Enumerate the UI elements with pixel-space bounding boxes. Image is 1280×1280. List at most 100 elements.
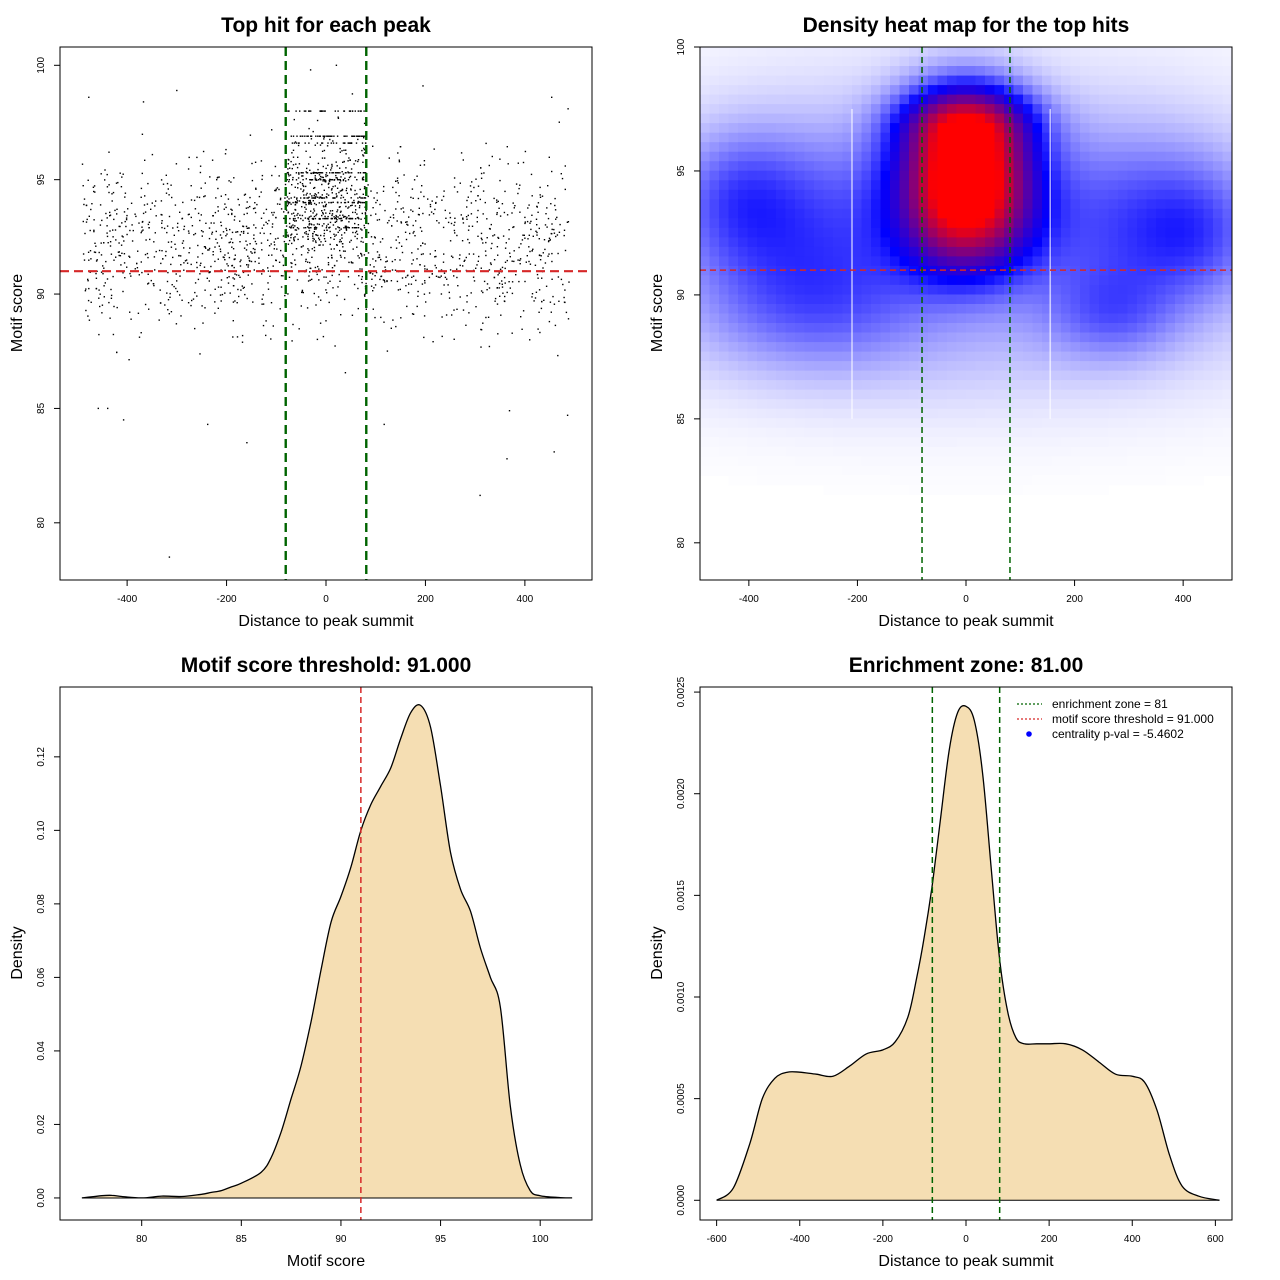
scatter-point <box>479 198 481 201</box>
scatter-point <box>351 201 354 204</box>
heatmap-cell <box>956 437 967 448</box>
heatmap-cell <box>1051 437 1062 448</box>
heatmap-cell <box>1108 370 1119 381</box>
heatmap-cell <box>975 332 986 343</box>
scatter-point <box>287 173 290 175</box>
heatmap-cell <box>1061 456 1072 467</box>
heatmap-cell <box>1203 237 1214 248</box>
scatter-point <box>328 301 330 304</box>
heatmap-cell <box>1080 265 1091 276</box>
heatmap-cell <box>776 465 787 476</box>
scatter-point <box>398 161 401 163</box>
heatmap-cell <box>1203 246 1214 257</box>
scatter-point <box>88 96 90 98</box>
heatmap-cell <box>766 361 777 372</box>
scatter-point <box>322 213 324 215</box>
scatter-point <box>293 196 296 198</box>
heatmap-cell <box>909 399 920 410</box>
scatter-point <box>420 245 422 247</box>
scatter-point <box>338 191 340 194</box>
heatmap-cell <box>804 389 815 400</box>
heatmap-cell <box>776 361 787 372</box>
heatmap-cell <box>795 361 806 372</box>
heatmap-cell <box>1146 189 1157 200</box>
scatter-point <box>94 242 96 244</box>
heatmap-cell <box>956 227 967 238</box>
scatter-point <box>172 227 174 229</box>
heatmap-cell <box>956 370 967 381</box>
heatmap-cell <box>1061 399 1072 410</box>
heatmap-cell <box>1080 56 1091 67</box>
heatmap-cell <box>890 132 901 143</box>
scatter-point <box>292 224 294 226</box>
scatter-point <box>310 110 312 112</box>
heatmap-cell <box>785 370 796 381</box>
heatmap-cell <box>928 313 939 324</box>
scatter-point <box>480 267 482 269</box>
heatmap-cell <box>1137 113 1148 124</box>
scatter-point <box>466 218 468 220</box>
heatmap-cell <box>842 351 853 362</box>
scatter-point <box>497 200 499 203</box>
heatmap-cell <box>861 275 872 286</box>
heatmap-cell <box>1004 94 1015 105</box>
scatter-point <box>329 135 332 137</box>
scatter-point <box>90 301 92 303</box>
heatmap-cell <box>833 437 844 448</box>
heatmap-cell <box>728 208 739 219</box>
heatmap-cell <box>719 284 730 295</box>
heatmap-cell <box>1127 113 1138 124</box>
scatter-marks <box>60 47 592 580</box>
scatter-point <box>113 305 115 308</box>
scatter-point <box>330 248 332 250</box>
scatter-point <box>151 202 153 204</box>
heatmap-cell <box>757 284 768 295</box>
scatter-point <box>342 173 345 175</box>
scatter-point <box>419 164 422 166</box>
heatmap-cell <box>1203 104 1214 115</box>
heatmap-cell <box>738 456 749 467</box>
heatmap-cell <box>890 465 901 476</box>
scatter-point <box>442 261 445 263</box>
scatter-point <box>337 286 339 288</box>
heatmap-cell <box>1175 465 1186 476</box>
scatter-point <box>343 142 346 144</box>
scatter-point <box>564 188 566 191</box>
heatmap-cell <box>947 399 958 410</box>
heatmap-cell <box>719 361 730 372</box>
scatter-point <box>204 289 206 291</box>
heatmap-cell <box>852 446 863 457</box>
scatter-point <box>563 296 565 299</box>
heatmap-cell <box>1051 56 1062 67</box>
heatmap-cell <box>1118 246 1129 257</box>
scatter-point <box>116 213 118 215</box>
scatter-point <box>329 230 331 233</box>
heatmap-cell <box>766 151 777 162</box>
heatmap-cell <box>966 361 977 372</box>
heatmap-cell <box>1089 275 1100 286</box>
heatmap-cell <box>757 151 768 162</box>
heatmap-cell <box>1032 246 1043 257</box>
heatmap-cell <box>966 208 977 219</box>
scatter-y-tick-label: 95 <box>36 174 47 186</box>
heatmap-cell <box>766 113 777 124</box>
heatmap-cell <box>1194 408 1205 419</box>
scatter-point <box>345 205 347 208</box>
heatmap-cell <box>823 113 834 124</box>
heatmap-cell <box>757 446 768 457</box>
heatmap-cell <box>1184 170 1195 181</box>
heatmap-cell <box>757 94 768 105</box>
heatmap-cell <box>966 323 977 334</box>
heatmap-cell <box>785 380 796 391</box>
heatmap-cell <box>985 380 996 391</box>
scatter-point <box>341 243 344 245</box>
scatter-point <box>513 250 515 252</box>
scatter-point <box>396 220 398 222</box>
scatter-point <box>240 231 243 233</box>
heatmap-cell <box>1004 361 1015 372</box>
heatmap-cell <box>747 361 758 372</box>
heatmap-cell <box>861 56 872 67</box>
heatmap-cell <box>994 370 1005 381</box>
heatmap-cell <box>1099 484 1110 495</box>
scatter-point <box>460 152 463 154</box>
